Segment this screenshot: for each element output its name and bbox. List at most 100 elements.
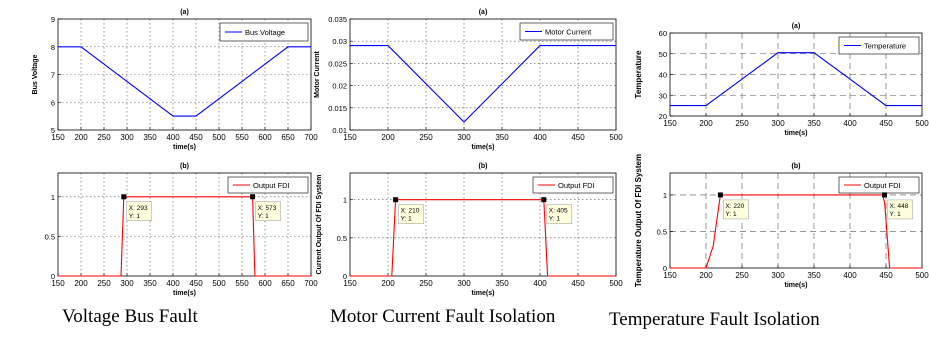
subplot-title: (b) [180, 163, 189, 170]
y-axis-label: Temperature Output Of FDI System [634, 154, 643, 287]
axes-frame [349, 172, 617, 277]
datatip-y-label: Y: 1 [725, 211, 737, 218]
x-axis-label: time(s) [472, 290, 495, 297]
series-line [670, 52, 922, 107]
x-tick-label: 350 [143, 279, 157, 288]
y-tick-label: 60 [659, 29, 667, 38]
x-tick-label: 200 [699, 119, 713, 128]
legend-box [532, 176, 614, 194]
x-tick-label: 500 [609, 133, 623, 142]
axes-frame [57, 172, 312, 277]
y-axis-label: Motor Current [314, 51, 321, 98]
y-tick-label: 50 [659, 50, 667, 59]
y-tick-label: 1 [51, 193, 55, 202]
x-axis-label: time(s) [173, 144, 196, 151]
x-tick-label: 450 [571, 133, 585, 142]
x-tick-label: 500 [212, 133, 226, 142]
y-tick-label: 0 [51, 272, 55, 281]
x-tick-label: 150 [663, 119, 677, 128]
datatip-x-label: X: 220 [725, 203, 744, 210]
y-tick-label: 0.5 [45, 232, 55, 241]
x-tick-label: 600 [258, 279, 272, 288]
subplot-title: (b) [479, 163, 488, 170]
legend-box [838, 176, 920, 194]
x-tick-label: 400 [166, 133, 180, 142]
series-line [58, 46, 311, 117]
datatip-x-label: X: 405 [549, 208, 568, 215]
x-tick-label: 300 [457, 133, 471, 142]
x-tick-label: 200 [74, 133, 88, 142]
x-tick-label: 300 [457, 279, 471, 288]
subplot-5 [669, 32, 923, 117]
x-tick-label: 200 [74, 279, 88, 288]
datatip-box [398, 204, 424, 224]
x-tick-label: 400 [843, 119, 857, 128]
x-tick-label: 500 [915, 119, 929, 128]
x-tick-label: 200 [381, 279, 395, 288]
x-tick-label: 400 [533, 133, 547, 142]
subplot-6 [669, 172, 923, 269]
x-tick-label: 150 [343, 133, 357, 142]
x-tick-label: 150 [51, 279, 65, 288]
x-tick-label: 550 [235, 133, 249, 142]
y-tick-label: 0.02 [332, 82, 347, 91]
x-tick-label: 400 [843, 271, 857, 280]
datatip-box [126, 201, 153, 222]
subplot-1 [57, 18, 312, 131]
series-line [350, 199, 616, 277]
datatip-y-label: Y: 1 [549, 216, 561, 223]
series-line [58, 196, 311, 277]
x-axis-label: time(s) [785, 130, 808, 137]
legend-box [227, 176, 309, 194]
legend-label: Output FDI [253, 181, 290, 190]
series-line [670, 194, 922, 269]
x-tick-label: 350 [807, 271, 821, 280]
x-tick-label: 400 [166, 279, 180, 288]
x-tick-label: 400 [533, 279, 547, 288]
y-tick-label: 5 [51, 126, 55, 135]
x-axis-label: time(s) [785, 282, 808, 289]
y-tick-label: 6 [51, 98, 55, 107]
x-tick-label: 550 [235, 279, 249, 288]
datatip-marker [541, 197, 547, 203]
datatip-marker [717, 192, 723, 198]
y-tick-label: 0.5 [337, 234, 347, 243]
caption-voltage-bus-fault: Voltage Bus Fault [62, 306, 198, 327]
subplot-title: (a) [792, 23, 801, 30]
x-tick-label: 450 [879, 119, 893, 128]
subplot-2 [57, 172, 312, 277]
subplot-title: (b) [792, 163, 801, 170]
x-tick-label: 200 [699, 271, 713, 280]
legend-label: Temperature [864, 42, 906, 51]
x-tick-label: 150 [51, 133, 65, 142]
legend-label: Output FDI [558, 181, 595, 190]
x-tick-label: 300 [120, 133, 134, 142]
x-tick-label: 300 [120, 279, 134, 288]
x-tick-label: 700 [304, 279, 318, 288]
y-tick-label: 9 [51, 15, 55, 24]
datatip-marker [121, 194, 127, 200]
x-tick-label: 250 [735, 119, 749, 128]
x-tick-label: 300 [771, 271, 785, 280]
datatip-x-label: X: 448 [890, 203, 909, 210]
legend-box [219, 22, 309, 42]
x-tick-label: 200 [381, 133, 395, 142]
x-tick-label: 450 [571, 279, 585, 288]
x-tick-label: 500 [212, 279, 226, 288]
x-tick-label: 250 [419, 279, 433, 288]
y-tick-label: 0.03 [332, 37, 347, 46]
caption-motor-current-fault-isolation: Motor Current Fault Isolation [330, 306, 556, 327]
datatip-box [723, 199, 749, 220]
y-tick-label: 0 [343, 272, 347, 281]
y-tick-label: 0.5 [657, 227, 667, 236]
y-axis-label: Temperature [634, 50, 643, 98]
datatip-box [887, 199, 913, 220]
axes-frame [349, 18, 617, 131]
datatip-y-label: Y: 1 [258, 213, 270, 220]
subplot-title: (a) [479, 9, 488, 16]
y-tick-label: 1 [343, 196, 347, 205]
datatip-x-label: X: 210 [401, 208, 420, 215]
x-tick-label: 350 [143, 133, 157, 142]
legend-box [519, 22, 614, 41]
